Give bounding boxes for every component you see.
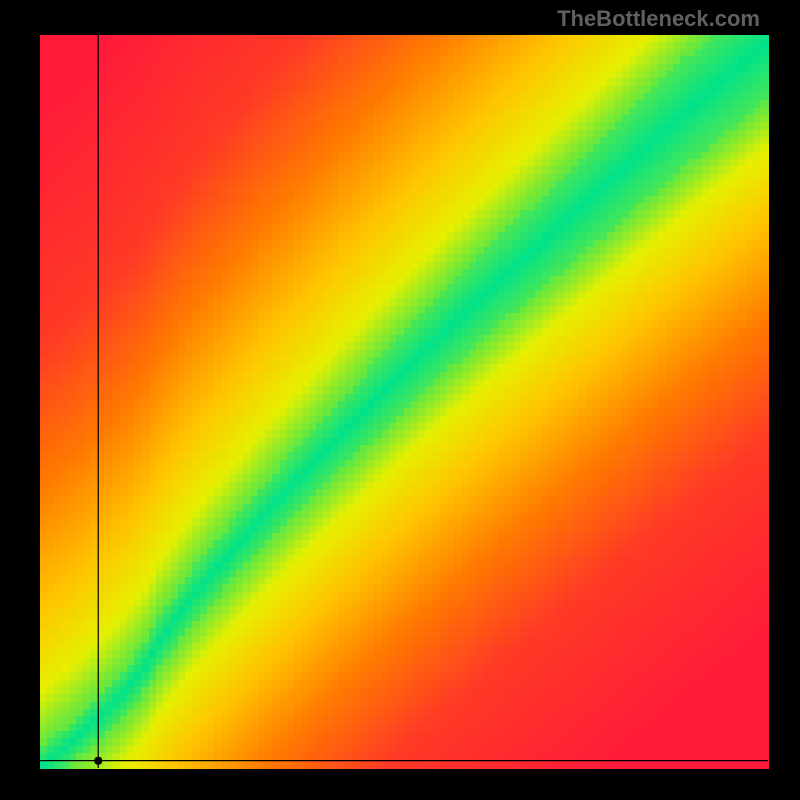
chart-container: TheBottleneck.com (0, 0, 800, 800)
heatmap-canvas (0, 0, 800, 800)
watermark-text: TheBottleneck.com (557, 6, 760, 32)
